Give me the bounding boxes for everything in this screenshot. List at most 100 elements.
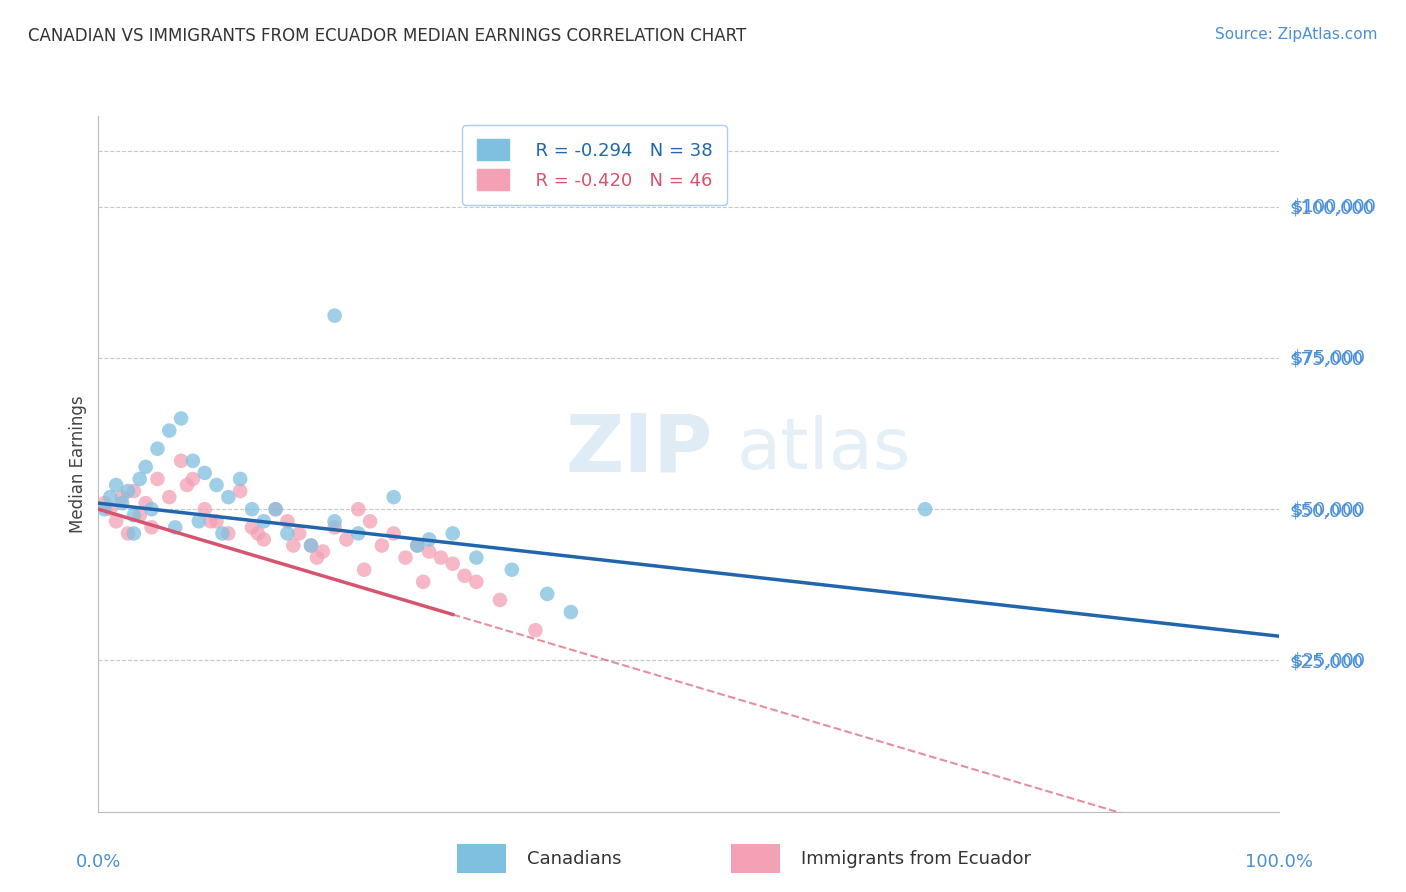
Point [323, 520, 346, 534]
Point [194, 466, 217, 480]
Point [406, 539, 429, 553]
Point [264, 502, 287, 516]
Point [288, 526, 311, 541]
Point [305, 550, 328, 565]
Point [406, 539, 429, 553]
Text: atlas: atlas [737, 416, 911, 484]
Point [93, 496, 115, 510]
Point [111, 496, 134, 510]
Point [122, 484, 145, 499]
Text: $50,000: $50,000 [1291, 500, 1365, 518]
Point [441, 557, 464, 571]
Point [276, 514, 298, 528]
Point [418, 544, 440, 558]
Text: $25,000: $25,000 [1291, 651, 1365, 670]
Point [347, 526, 370, 541]
Point [264, 502, 287, 516]
Text: $100,000: $100,000 [1291, 198, 1376, 216]
Point [217, 526, 239, 541]
Point [359, 514, 381, 528]
Point [229, 472, 252, 486]
Point [128, 508, 150, 523]
Point [312, 544, 335, 558]
Point [181, 454, 204, 468]
Point [128, 472, 150, 486]
Point [105, 478, 128, 492]
Text: CANADIAN VS IMMIGRANTS FROM ECUADOR MEDIAN EARNINGS CORRELATION CHART: CANADIAN VS IMMIGRANTS FROM ECUADOR MEDI… [28, 27, 747, 45]
Point [283, 539, 305, 553]
Text: ZIP: ZIP [565, 411, 713, 489]
Point [382, 526, 405, 541]
Point [157, 490, 180, 504]
Point [914, 502, 936, 516]
Point [141, 502, 163, 516]
Point [229, 484, 252, 499]
Point [382, 490, 405, 504]
Point [253, 514, 276, 528]
Point [524, 624, 547, 638]
Point [122, 508, 145, 523]
Point [347, 502, 370, 516]
Text: Source: ZipAtlas.com: Source: ZipAtlas.com [1215, 27, 1378, 42]
Point [536, 587, 558, 601]
Point [353, 563, 375, 577]
Point [323, 309, 346, 323]
Point [211, 526, 233, 541]
Point [465, 550, 488, 565]
Point [122, 526, 145, 541]
Point [176, 478, 198, 492]
FancyBboxPatch shape [731, 844, 780, 873]
Point [98, 490, 121, 504]
Legend:   R = -0.294   N = 38,   R = -0.420   N = 46: R = -0.294 N = 38, R = -0.420 N = 46 [463, 125, 727, 204]
Text: 0.0%: 0.0% [76, 854, 121, 871]
Point [560, 605, 582, 619]
Point [205, 514, 228, 528]
Point [335, 533, 357, 547]
Point [217, 490, 239, 504]
Point [299, 539, 322, 553]
Point [453, 568, 475, 582]
Point [117, 484, 139, 499]
Point [205, 478, 228, 492]
Point [111, 490, 134, 504]
Point [117, 526, 139, 541]
Point [157, 424, 180, 438]
Point [93, 502, 115, 516]
Point [98, 502, 121, 516]
Point [141, 520, 163, 534]
Point [276, 526, 298, 541]
Point [418, 533, 440, 547]
Point [371, 539, 394, 553]
Point [135, 496, 157, 510]
Point [170, 454, 193, 468]
Point [430, 550, 453, 565]
Text: $75,000: $75,000 [1291, 349, 1365, 367]
Point [299, 539, 322, 553]
FancyBboxPatch shape [457, 844, 506, 873]
Point [412, 574, 434, 589]
Point [146, 442, 169, 456]
Point [187, 514, 209, 528]
Text: Canadians: Canadians [527, 849, 621, 868]
Text: Immigrants from Ecuador: Immigrants from Ecuador [801, 849, 1032, 868]
Point [181, 472, 204, 486]
Point [200, 514, 222, 528]
Text: 100.0%: 100.0% [1246, 854, 1313, 871]
Point [240, 520, 263, 534]
Point [489, 593, 512, 607]
Point [323, 514, 346, 528]
Point [246, 526, 269, 541]
Point [253, 533, 276, 547]
Y-axis label: Median Earnings: Median Earnings [69, 395, 87, 533]
Point [194, 502, 217, 516]
Point [165, 520, 187, 534]
Point [105, 514, 128, 528]
Point [146, 472, 169, 486]
Point [441, 526, 464, 541]
Point [170, 411, 193, 425]
Point [501, 563, 523, 577]
Point [394, 550, 416, 565]
Point [240, 502, 263, 516]
Point [465, 574, 488, 589]
Point [135, 459, 157, 474]
